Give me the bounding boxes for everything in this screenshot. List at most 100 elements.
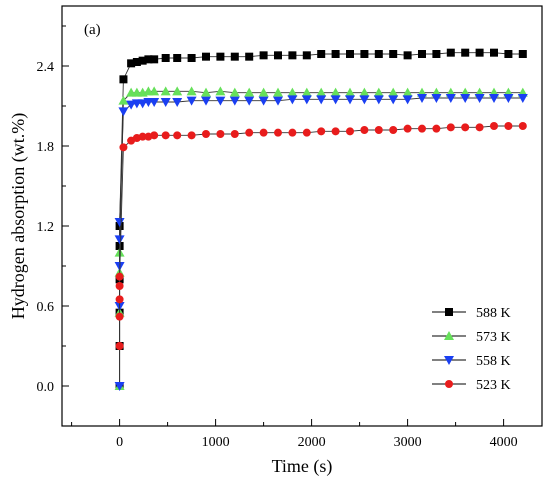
data-point bbox=[127, 59, 136, 68]
legend-marker bbox=[444, 356, 454, 365]
data-point bbox=[244, 96, 255, 106]
data-point bbox=[230, 52, 239, 61]
legend-label: 573 K bbox=[476, 330, 511, 345]
x-tick-label: 3000 bbox=[394, 435, 422, 450]
x-tick-label: 2000 bbox=[298, 435, 326, 450]
data-point bbox=[302, 51, 311, 60]
data-point bbox=[132, 58, 141, 66]
y-axis: 0.0 0.6 1.2 1.8 2.4 bbox=[37, 25, 69, 427]
data-point bbox=[518, 50, 527, 58]
data-point bbox=[118, 107, 129, 117]
data-point bbox=[114, 382, 125, 391]
data-point bbox=[245, 52, 254, 61]
data-point bbox=[373, 95, 384, 105]
legend: 588 K 573 K 558 K 523 K bbox=[432, 306, 511, 393]
data-point bbox=[202, 52, 210, 61]
data-point bbox=[216, 52, 225, 61]
data-point bbox=[346, 127, 354, 136]
data-point bbox=[518, 122, 527, 130]
series-line bbox=[119, 125, 523, 346]
data-point bbox=[374, 126, 383, 134]
data-point bbox=[330, 95, 341, 105]
data-point bbox=[432, 124, 441, 133]
data-point bbox=[446, 123, 455, 132]
data-point bbox=[475, 123, 484, 132]
data-point bbox=[229, 96, 240, 106]
data-point bbox=[359, 87, 370, 97]
data-point bbox=[172, 98, 183, 107]
x-axis: 0 1000 2000 3000 4000 bbox=[71, 419, 518, 450]
data-point bbox=[149, 86, 160, 96]
data-point bbox=[287, 87, 298, 97]
data-point bbox=[374, 50, 383, 58]
data-point bbox=[446, 48, 455, 57]
x-axis-title: Time (s) bbox=[272, 456, 333, 477]
y-tick-label: 1.8 bbox=[37, 140, 55, 155]
data-point bbox=[173, 131, 182, 140]
data-point bbox=[317, 50, 326, 58]
data-point bbox=[172, 86, 183, 96]
legend-label: 558 K bbox=[476, 354, 511, 369]
data-point bbox=[360, 126, 369, 134]
data-point bbox=[331, 127, 340, 136]
data-point bbox=[489, 94, 499, 103]
data-point bbox=[403, 124, 412, 133]
data-point bbox=[417, 94, 427, 103]
data-point bbox=[316, 87, 327, 97]
legend-item: 588 K bbox=[432, 306, 511, 321]
data-point bbox=[445, 94, 456, 103]
data-point bbox=[360, 50, 369, 58]
legend-label: 523 K bbox=[476, 378, 511, 393]
legend-marker bbox=[444, 331, 454, 340]
data-point bbox=[359, 95, 370, 105]
data-point bbox=[490, 48, 498, 57]
data-point bbox=[402, 95, 413, 105]
data-point bbox=[346, 50, 354, 58]
data-point bbox=[187, 54, 196, 62]
data-point bbox=[119, 75, 128, 84]
data-point bbox=[244, 87, 255, 97]
data-point bbox=[317, 127, 326, 136]
y-tick-label: 1.2 bbox=[37, 220, 55, 235]
data-point bbox=[273, 87, 283, 97]
data-point bbox=[330, 87, 341, 97]
data-point bbox=[474, 94, 485, 103]
data-point bbox=[331, 50, 340, 58]
data-point bbox=[114, 235, 125, 245]
data-point bbox=[345, 95, 355, 105]
data-point bbox=[302, 128, 311, 137]
panel-label: (a) bbox=[84, 22, 101, 38]
data-point bbox=[504, 122, 513, 130]
data-point bbox=[215, 96, 226, 106]
data-point bbox=[403, 51, 412, 60]
legend-item: 558 K bbox=[432, 354, 511, 369]
data-point bbox=[115, 282, 124, 290]
data-point bbox=[259, 51, 268, 60]
data-point bbox=[517, 94, 528, 103]
data-point bbox=[201, 96, 211, 106]
data-point bbox=[388, 87, 399, 97]
y-axis-title: Hydrogen absorption (wt.%) bbox=[8, 113, 29, 319]
data-point bbox=[461, 123, 470, 132]
data-point bbox=[126, 100, 137, 110]
data-point bbox=[274, 128, 282, 137]
x-tick-label: 4000 bbox=[490, 435, 518, 450]
data-point bbox=[259, 128, 268, 137]
data-point bbox=[161, 131, 170, 140]
data-point bbox=[115, 295, 124, 304]
data-point bbox=[389, 50, 398, 58]
data-point bbox=[301, 87, 312, 97]
data-point bbox=[114, 218, 125, 227]
data-point bbox=[258, 96, 269, 106]
data-point bbox=[490, 122, 498, 130]
data-point bbox=[202, 130, 210, 138]
data-point bbox=[160, 98, 171, 107]
data-point bbox=[432, 50, 441, 58]
data-point bbox=[418, 124, 426, 133]
data-point bbox=[138, 132, 147, 141]
data-point bbox=[475, 48, 484, 57]
data-point bbox=[173, 54, 182, 62]
data-point bbox=[144, 55, 153, 64]
data-point bbox=[216, 130, 225, 138]
data-point bbox=[161, 54, 170, 62]
